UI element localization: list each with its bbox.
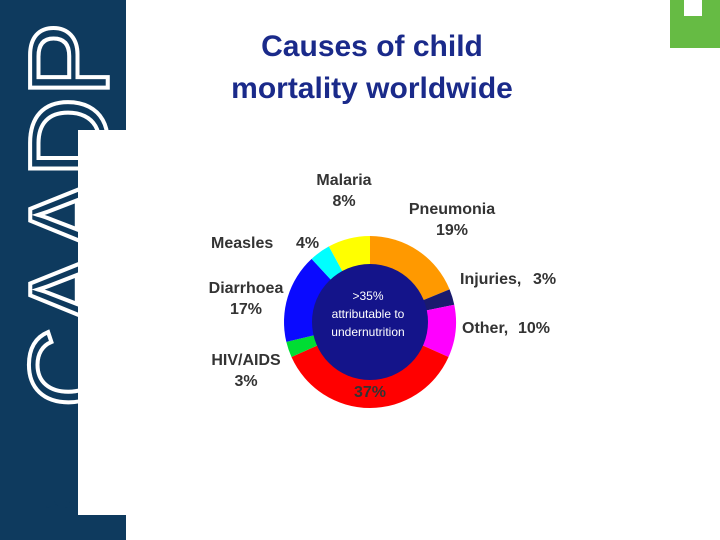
slice-label: Diarrhoea — [209, 280, 284, 297]
center-disc — [312, 264, 428, 380]
slice-label: Pneumonia — [409, 201, 495, 218]
center-annotation: undernutrition — [331, 325, 404, 339]
value-label: 17% — [230, 301, 262, 318]
center-annotation: attributable to — [332, 307, 405, 321]
slice-label: Measles — [211, 235, 273, 252]
content-panel — [78, 130, 126, 515]
slice-label: Injuries, — [460, 271, 521, 288]
value-label: 3% — [234, 373, 257, 390]
value-label: 10% — [518, 320, 550, 337]
value-label: 8% — [332, 193, 355, 210]
value-label: 4% — [296, 235, 319, 252]
slice-label: HIV/AIDS — [211, 352, 281, 369]
value-label: 37% — [354, 384, 386, 401]
chart-title: Causes of child mortality worldwide — [231, 30, 513, 105]
corner-notch — [684, 0, 702, 16]
pie-chart: Pneumonia 19% Injuries, 3% Other, 10% 37% HIV/A… — [209, 172, 556, 409]
value-label: 19% — [436, 222, 468, 239]
footer: UNIC — [44, 499, 71, 511]
slice-label: Malaria — [316, 172, 371, 189]
value-label: 3% — [533, 271, 556, 288]
center-annotation: >35% — [352, 289, 383, 303]
slice-label: Other, — [462, 320, 508, 337]
